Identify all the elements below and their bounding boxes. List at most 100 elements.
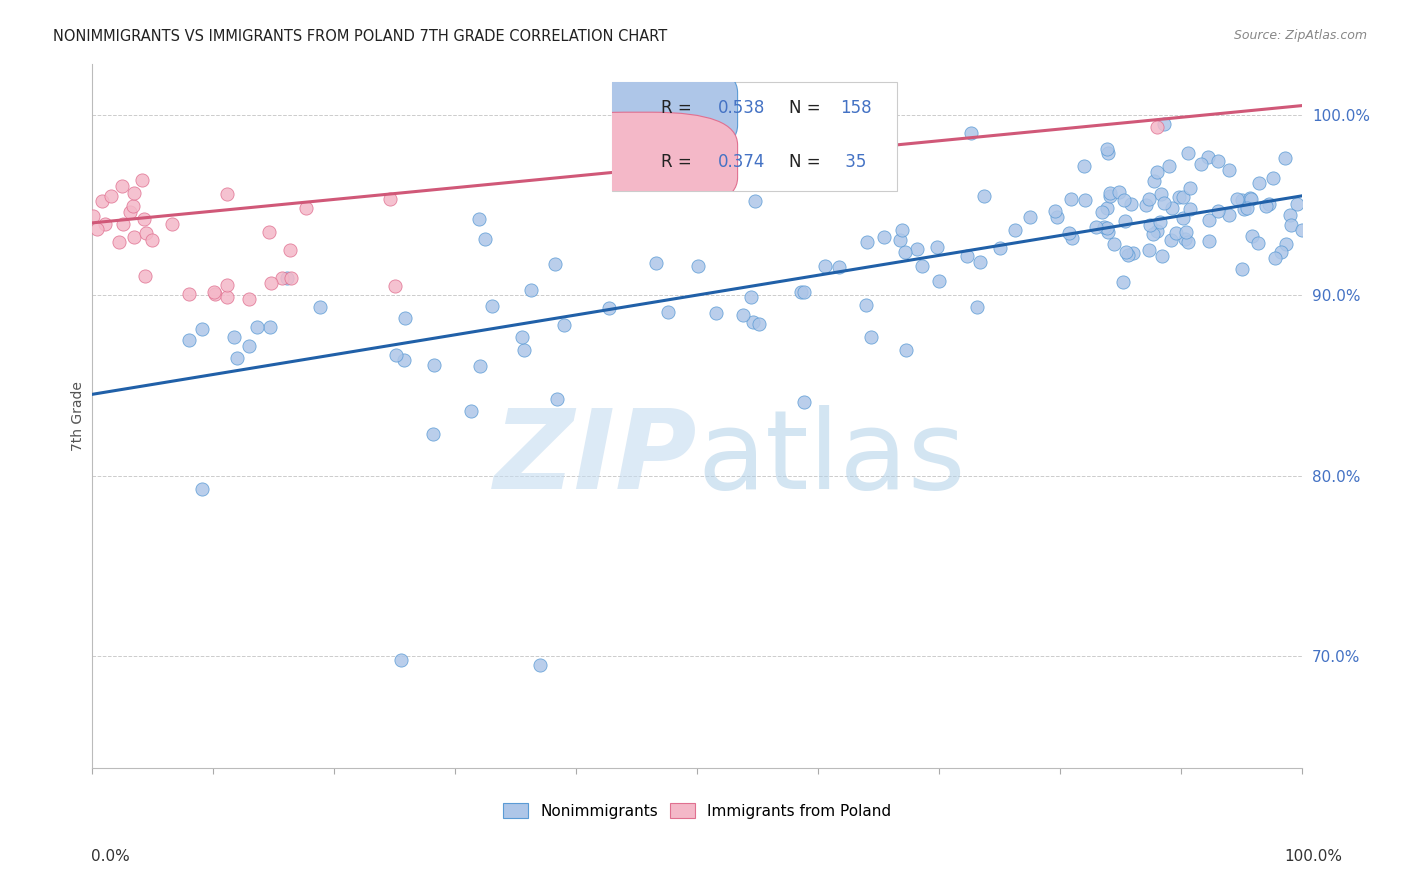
- Legend: Nonimmigrants, Immigrants from Poland: Nonimmigrants, Immigrants from Poland: [498, 797, 897, 825]
- Point: [1198, 234, 1220, 248]
- Point: [598, 301, 620, 315]
- Point: [704, 306, 727, 320]
- Point: [177, 286, 200, 301]
- Point: [394, 311, 416, 326]
- Point: [966, 300, 988, 314]
- Point: [1173, 190, 1195, 204]
- Point: [1177, 146, 1199, 161]
- Point: [1097, 225, 1119, 239]
- Point: [1173, 211, 1195, 226]
- Point: [111, 217, 134, 231]
- Point: [1226, 192, 1249, 206]
- Point: [1112, 275, 1135, 289]
- Point: [789, 285, 811, 300]
- Point: [422, 427, 444, 442]
- Point: [1198, 213, 1220, 227]
- Point: [1230, 193, 1253, 207]
- Point: [1097, 145, 1119, 160]
- Point: [1092, 220, 1115, 235]
- Point: [271, 270, 294, 285]
- Point: [1240, 192, 1263, 206]
- Point: [1059, 192, 1081, 206]
- Point: [860, 329, 883, 343]
- Text: NONIMMIGRANTS VS IMMIGRANTS FROM POLAND 7TH GRADE CORRELATION CHART: NONIMMIGRANTS VS IMMIGRANTS FROM POLAND …: [53, 29, 668, 44]
- Point: [1146, 224, 1168, 238]
- Point: [1247, 176, 1270, 190]
- Point: [959, 126, 981, 140]
- Point: [1270, 244, 1292, 259]
- Point: [1279, 218, 1302, 232]
- Point: [226, 351, 249, 366]
- Point: [481, 299, 503, 313]
- Point: [686, 259, 709, 273]
- Point: [928, 274, 950, 288]
- Point: [380, 192, 402, 206]
- Point: [1149, 215, 1171, 229]
- Point: [141, 233, 163, 247]
- Point: [1146, 165, 1168, 179]
- Point: [644, 256, 666, 270]
- Point: [202, 285, 225, 299]
- Point: [513, 343, 536, 358]
- Point: [1286, 196, 1309, 211]
- Point: [1174, 232, 1197, 246]
- Point: [519, 283, 541, 297]
- Point: [100, 189, 122, 203]
- Point: [1174, 225, 1197, 239]
- Point: [1178, 181, 1201, 195]
- Point: [855, 298, 877, 312]
- Point: [118, 205, 141, 219]
- Point: [384, 279, 406, 293]
- Point: [160, 217, 183, 231]
- Point: [1062, 231, 1084, 245]
- Point: [890, 223, 912, 237]
- Point: [744, 194, 766, 208]
- Point: [1135, 198, 1157, 212]
- Point: [1257, 197, 1279, 211]
- Point: [512, 330, 534, 344]
- Point: [740, 290, 762, 304]
- Point: [1091, 204, 1114, 219]
- Point: [956, 249, 979, 263]
- Point: [177, 333, 200, 347]
- Point: [134, 268, 156, 283]
- Point: [468, 359, 491, 373]
- Point: [1150, 186, 1173, 201]
- Point: [122, 186, 145, 201]
- Point: [474, 232, 496, 246]
- Point: [1254, 199, 1277, 213]
- Point: [1085, 220, 1108, 235]
- Point: [294, 201, 316, 215]
- Point: [1274, 151, 1296, 165]
- Point: [1137, 243, 1160, 257]
- Point: [1278, 208, 1301, 222]
- Point: [1291, 222, 1313, 236]
- Point: [259, 276, 281, 290]
- Point: [1167, 189, 1189, 203]
- Point: [134, 211, 156, 226]
- Point: [107, 235, 129, 250]
- Point: [423, 358, 446, 372]
- Point: [1099, 189, 1122, 203]
- Point: [1240, 229, 1263, 244]
- Point: [1232, 261, 1254, 276]
- Point: [217, 277, 239, 292]
- Point: [1146, 120, 1168, 135]
- Point: [1104, 237, 1126, 252]
- Point: [1121, 196, 1143, 211]
- Point: [1057, 227, 1080, 241]
- Point: [1189, 156, 1212, 170]
- Point: [1116, 248, 1139, 262]
- Point: [969, 255, 991, 269]
- Point: [1018, 211, 1040, 225]
- Point: [468, 212, 491, 227]
- Point: [121, 199, 143, 213]
- Point: [215, 290, 238, 304]
- Point: [246, 319, 269, 334]
- Point: [748, 318, 770, 332]
- Point: [309, 300, 332, 314]
- Point: [544, 257, 567, 271]
- Point: [1246, 236, 1268, 251]
- Point: [1114, 214, 1136, 228]
- Point: [135, 227, 157, 241]
